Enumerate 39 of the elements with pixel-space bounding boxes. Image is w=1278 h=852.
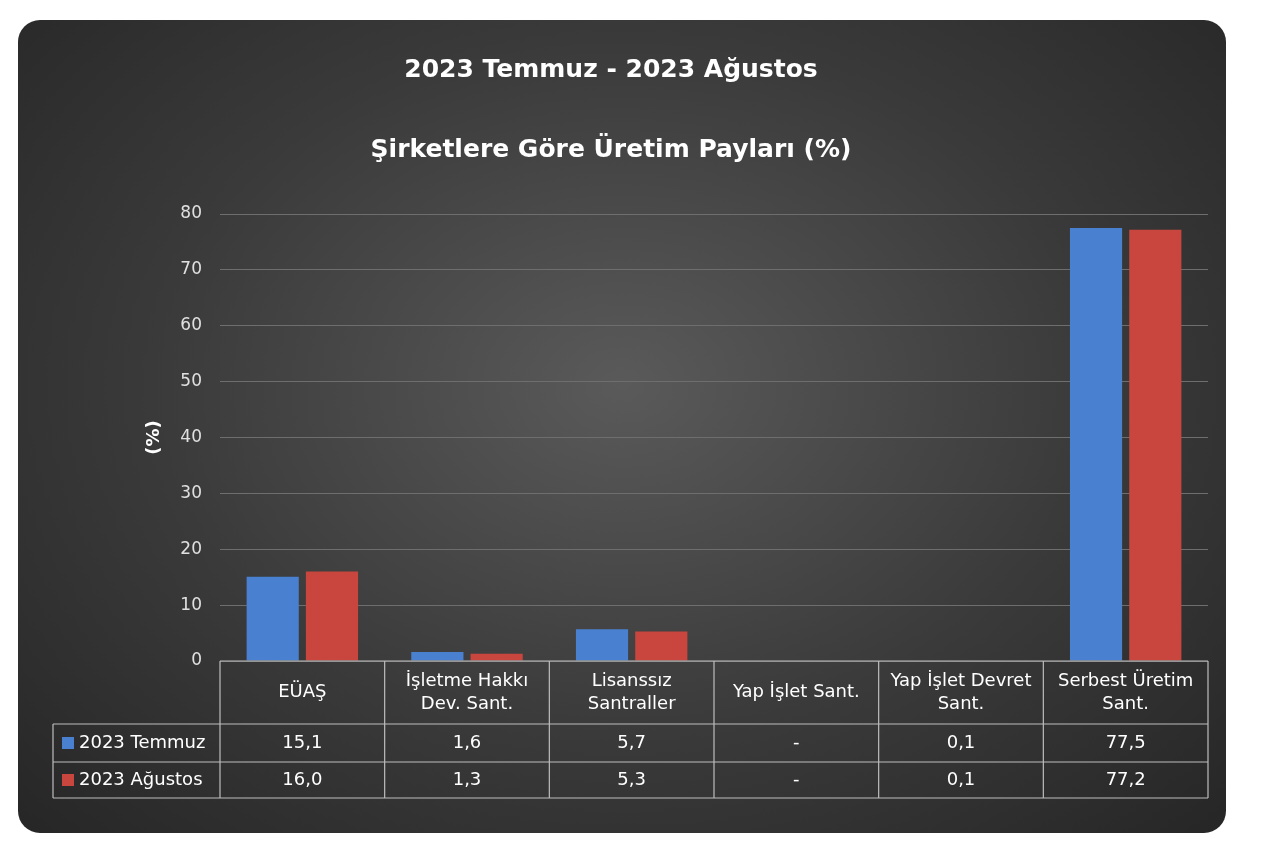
legend-label: 2023 Ağustos [79, 767, 203, 789]
data-label: 16,0 [282, 767, 323, 789]
bar [411, 652, 464, 661]
chart-subtitle: Şirketlere Göre Üretim Payları (%) [370, 132, 852, 163]
y-tick-label: 80 [180, 202, 202, 223]
bar [1069, 227, 1123, 661]
text: - [793, 730, 800, 752]
bar [246, 576, 299, 661]
data-label: 77,2 [1105, 767, 1146, 789]
x-tick-label: Serbest Üretim Sant. [1057, 668, 1194, 713]
bar [305, 571, 359, 661]
y-tick-label: 60 [180, 314, 202, 335]
data-label: 1,3 [452, 767, 482, 789]
y-tick-label: 50 [180, 370, 202, 391]
data-label: 0,1 [946, 767, 976, 789]
x-tick-label: Yap İşlet Devret Sant. [889, 668, 1032, 713]
data-label: 15,1 [282, 730, 323, 752]
bar [575, 629, 629, 661]
x-tick-label: İşletme Hakkı Dev. Sant. [405, 668, 529, 713]
y-tick-label: 30 [180, 481, 202, 502]
bar [635, 631, 688, 661]
bar [1129, 229, 1182, 661]
data-label: 0,1 [946, 730, 976, 752]
y-axis-title: (%) [142, 420, 164, 455]
x-tick-label: Yap İşlet Sant. [731, 680, 860, 702]
y-tick-label: 10 [180, 593, 202, 614]
data-label: 77,5 [1105, 730, 1146, 752]
y-tick-label: 70 [180, 258, 202, 279]
legend-label: 2023 Temmuz [79, 730, 206, 752]
data-label: 1,6 [452, 730, 482, 752]
data-label: 5,3 [617, 767, 646, 789]
x-tick-label: EÜAŞ [278, 680, 327, 702]
chart-title: 2023 Temmuz - 2023 Ağustos [404, 53, 818, 83]
y-tick-label: 40 [180, 425, 202, 446]
y-tick-label: 20 [180, 537, 202, 558]
text: - [793, 767, 800, 789]
x-tick-label: Lisanssız Santraller [587, 668, 677, 713]
y-tick-label: 0 [191, 649, 202, 670]
data-label: 5,7 [617, 730, 646, 752]
